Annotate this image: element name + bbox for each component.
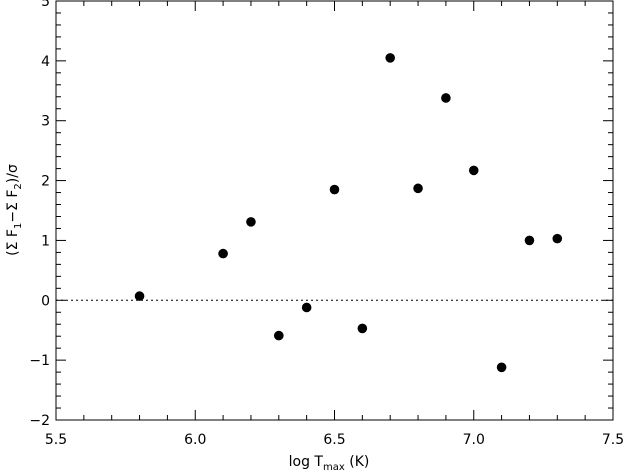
data-point	[357, 323, 368, 334]
data-point	[134, 291, 145, 301]
y-tick-label: 0	[41, 293, 50, 309]
x-tick-label: 7.5	[602, 432, 623, 448]
data-point	[301, 302, 312, 313]
y-tick-label: −1	[29, 353, 50, 369]
x-axis-label: log Tmax (K)	[289, 454, 370, 471]
data-points	[134, 53, 563, 373]
data-point	[524, 235, 535, 246]
plot-frame	[55, 0, 614, 421]
x-tick-label: 7.0	[463, 432, 485, 448]
data-point	[329, 184, 340, 195]
data-point	[468, 165, 479, 176]
y-tick-label: −2	[29, 413, 50, 429]
x-tick-label: 6.0	[184, 432, 206, 448]
y-tick-label: 1	[41, 233, 50, 249]
data-point	[413, 183, 423, 194]
data-point	[246, 217, 256, 227]
y-tick-label: 5	[41, 0, 50, 10]
data-point	[552, 233, 563, 244]
data-point	[496, 362, 507, 373]
y-tick-label: 3	[41, 114, 50, 130]
tick-labels: 5.5 6.0 6.5 7.0 7.5 −2 −1 0 1 2 3 4 5	[29, 0, 623, 448]
x-tick-label: 6.5	[323, 432, 345, 448]
data-point	[385, 53, 396, 63]
y-tick-label: 2	[41, 174, 50, 190]
axis-ticks	[55, 0, 614, 421]
data-point	[218, 248, 228, 259]
data-point	[274, 330, 284, 341]
x-tick-label: 5.5	[45, 432, 67, 448]
y-tick-label: 4	[41, 54, 50, 70]
y-axis-label: (Σ F1−Σ F2)/σ	[5, 164, 24, 256]
data-point	[441, 93, 451, 103]
